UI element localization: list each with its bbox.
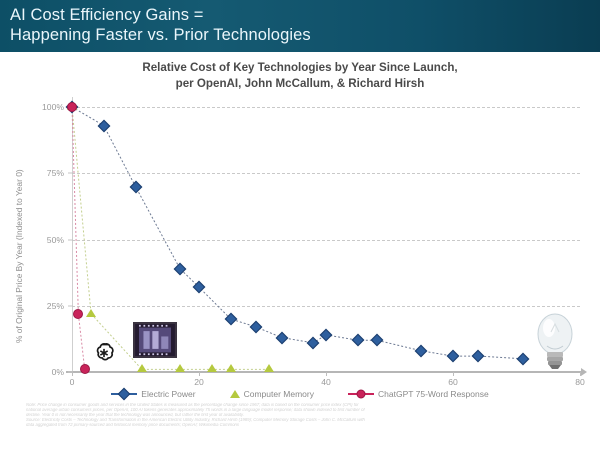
chart-legend: Electric Power Computer Memory ChatGPT 75-… bbox=[0, 387, 600, 401]
data-point-triangle bbox=[263, 364, 274, 373]
x-axis-line bbox=[66, 368, 587, 376]
footnote-line: data aggregated from 72 primary-sourced … bbox=[26, 422, 240, 427]
memory-chip-image bbox=[132, 322, 177, 359]
slide-header-band: AI Cost Efficiency Gains = Happening Fas… bbox=[0, 0, 600, 52]
legend-item[interactable]: ChatGPT 75-Word Response bbox=[348, 389, 489, 399]
data-point-triangle bbox=[206, 364, 217, 373]
plot-canvas: 0% 25% 50% 75% 100% 0 20 40 60 80 bbox=[42, 97, 587, 387]
x-axis-tick-mark bbox=[453, 372, 454, 376]
y-axis-tick-mark bbox=[68, 239, 73, 240]
x-axis-tick-label: 40 bbox=[321, 377, 331, 387]
y-axis-tick-label: 75% bbox=[46, 168, 64, 179]
x-axis-tick-label: 20 bbox=[194, 377, 204, 387]
footnote-line: decline. Year 0 is not necessarily the y… bbox=[26, 412, 244, 417]
y-axis-tick-label: 50% bbox=[46, 234, 64, 245]
legend-triangle-icon bbox=[229, 390, 240, 398]
slide-title-line-1: AI Cost Efficiency Gains = bbox=[10, 6, 204, 24]
data-point-circle bbox=[79, 364, 90, 375]
chart-title-line-2: per OpenAI, John McCallum, & Richard Hir… bbox=[175, 77, 425, 90]
series-line bbox=[71, 106, 86, 370]
y-axis-tick-label: 0% bbox=[51, 367, 64, 377]
openai-logo-icon bbox=[91, 340, 117, 366]
light-bulb-image bbox=[533, 310, 577, 372]
data-point-circle bbox=[67, 102, 77, 112]
gridline-y bbox=[72, 305, 580, 307]
footnote-line: Note: Price change in consumer goods and… bbox=[26, 403, 359, 407]
data-point-triangle bbox=[86, 308, 97, 317]
y-axis-title: % of Original Price By Year (Indexed to … bbox=[14, 169, 24, 343]
chart-title: Relative Cost of Key Technologies by Yea… bbox=[0, 60, 600, 92]
x-axis-tick-mark bbox=[72, 372, 73, 376]
legend-label: ChatGPT 75-Word Response bbox=[378, 389, 489, 399]
gridline-y bbox=[72, 107, 580, 108]
y-axis-tick-mark bbox=[68, 305, 73, 307]
legend-circle-icon bbox=[348, 389, 374, 399]
gridline-y bbox=[72, 173, 580, 175]
y-axis-tick-label: 25% bbox=[46, 300, 64, 311]
x-axis-tick-mark bbox=[326, 372, 327, 376]
data-point-triangle bbox=[174, 364, 185, 373]
chart-plot-area: % of Original Price By Year (Indexed to … bbox=[0, 95, 600, 395]
y-axis-tick-label: 100% bbox=[42, 102, 64, 112]
data-point-circle bbox=[73, 308, 84, 319]
data-point-triangle bbox=[225, 364, 236, 373]
footnote-line: Source: Electricity Costs – Technology a… bbox=[26, 417, 365, 422]
chart-title-line-1: Relative Cost of Key Technologies by Yea… bbox=[142, 61, 458, 74]
series-line bbox=[71, 106, 523, 360]
footnote-block: Note: Price change in consumer goods and… bbox=[26, 403, 592, 428]
x-axis-tick-label: 0 bbox=[69, 377, 75, 387]
legend-item[interactable]: Computer Memory bbox=[229, 389, 314, 399]
y-axis-line bbox=[72, 97, 73, 373]
x-axis-tick-label: 60 bbox=[448, 377, 458, 387]
footnote-line: national average urban consumers prices,… bbox=[26, 407, 365, 412]
y-axis-tick-mark bbox=[68, 172, 73, 174]
gridline-y bbox=[72, 239, 580, 241]
slide-title-line-2: Happening Faster vs. Prior Technologies bbox=[10, 26, 311, 44]
legend-label: Computer Memory bbox=[243, 389, 314, 399]
legend-diamond-icon bbox=[111, 387, 138, 401]
legend-label: Electric Power bbox=[141, 389, 196, 399]
x-axis-tick-mark bbox=[580, 372, 581, 376]
y-axis-tick-mark bbox=[68, 371, 73, 373]
x-axis-tick-label: 80 bbox=[575, 377, 585, 387]
legend-item[interactable]: Electric Power bbox=[111, 387, 196, 401]
x-axis-tick-mark bbox=[199, 372, 200, 376]
data-point-triangle bbox=[136, 364, 147, 373]
